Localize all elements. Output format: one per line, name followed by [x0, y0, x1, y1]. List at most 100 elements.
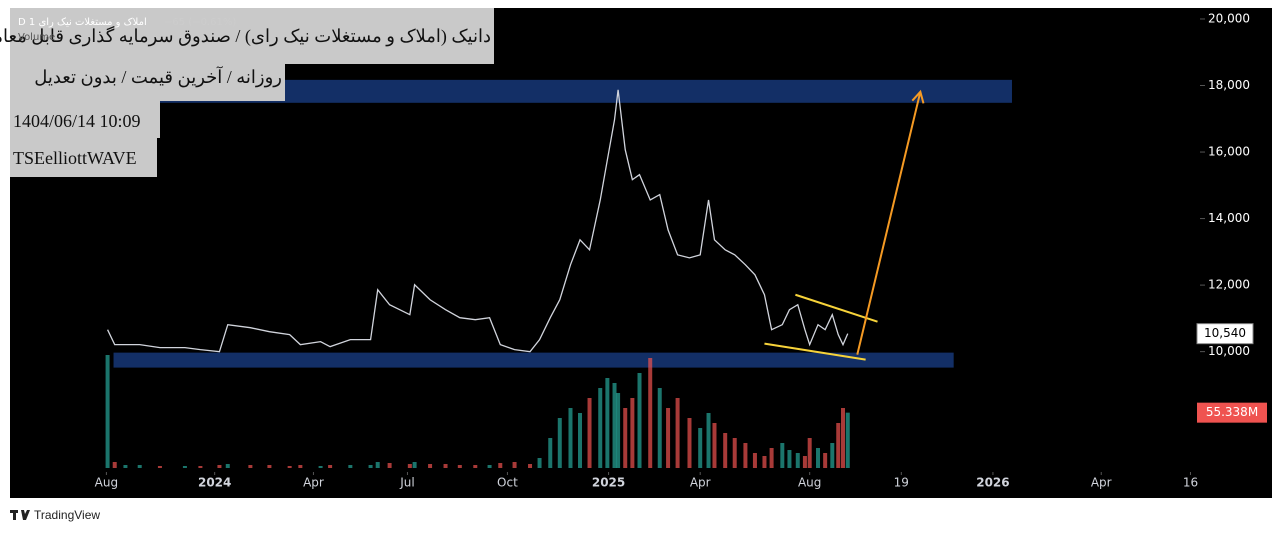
y-tick-label: 14,000	[1208, 211, 1250, 225]
volume-bar	[687, 418, 692, 468]
volume-bar	[498, 463, 503, 468]
arrow-head	[911, 89, 925, 104]
volume-bar	[487, 465, 492, 468]
volume-bar	[348, 465, 353, 468]
volume-bar	[616, 393, 621, 468]
footer: TradingView	[10, 508, 100, 522]
volume-bar	[578, 413, 583, 468]
info-box: TSEelliottWAVE	[10, 138, 157, 177]
volume-bar	[612, 383, 617, 468]
volume-bar	[225, 464, 230, 468]
volume-bar	[780, 443, 785, 468]
volume-bar	[807, 438, 812, 468]
x-tick-label: Apr	[1091, 476, 1112, 490]
logo	[10, 510, 30, 520]
change-label: −65 (−0.61%)	[164, 17, 237, 28]
brand: TradingView	[34, 508, 101, 522]
volume-bar	[587, 398, 592, 468]
volume-bar	[648, 358, 653, 468]
volume-bar	[816, 448, 821, 468]
volume-bar	[732, 438, 737, 468]
trendline	[764, 342, 866, 361]
volume-bar	[407, 464, 412, 468]
x-tick-label: Apr	[690, 476, 711, 490]
x-tick-label: Oct	[497, 476, 518, 490]
last-price-label: 10,540	[1204, 326, 1246, 340]
volume-bar	[375, 462, 380, 468]
volume-bar	[841, 408, 845, 468]
volume-bar	[637, 373, 642, 468]
volume-bar	[568, 408, 573, 468]
volume-bar	[623, 408, 628, 468]
volume-bar	[830, 443, 835, 468]
volume-bar	[287, 466, 292, 468]
info-box: 1404/06/14 10:09	[10, 101, 160, 138]
volume-tag-label: 55.338M	[1206, 405, 1258, 419]
last-price-tag	[1196, 323, 1254, 345]
volume-bar	[248, 465, 253, 468]
volume-bar	[105, 355, 110, 468]
volume-bar	[802, 456, 807, 468]
volume-bar	[157, 466, 162, 468]
x-tick-label: Aug	[95, 476, 118, 490]
volume-bar	[557, 418, 562, 468]
volume-bar	[630, 398, 635, 468]
volume-bar	[428, 464, 433, 468]
volume-bar	[298, 465, 303, 468]
volume-bar	[537, 458, 542, 468]
x-tick-label: Jul	[399, 476, 414, 490]
volume-bar	[328, 465, 333, 468]
volume-bar	[698, 428, 703, 468]
y-tick-label: 18,000	[1208, 78, 1250, 92]
volume-bar	[823, 453, 828, 468]
trendline	[795, 293, 878, 323]
volume-bar	[123, 465, 128, 468]
x-tick-label: 2024	[198, 476, 231, 490]
volume-label: Volume	[18, 32, 56, 43]
volume-bar	[473, 465, 478, 468]
price-line	[106, 89, 849, 353]
volume-bar	[675, 398, 680, 468]
volume-bar	[836, 423, 841, 468]
volume-bar	[217, 465, 222, 468]
x-tick-label: Aug	[798, 476, 821, 490]
volume-bar	[512, 462, 517, 468]
volume-bar	[137, 465, 142, 468]
y-tick-label: 16,000	[1208, 145, 1250, 159]
volume-bar	[412, 462, 417, 468]
volume-bar	[387, 463, 392, 468]
volume-bar	[198, 466, 203, 468]
volume-bar	[457, 465, 462, 468]
volume-bar	[706, 413, 711, 468]
volume-bar	[657, 388, 662, 468]
volume-bar	[318, 466, 323, 468]
symbol-label: املاک و مستغلات نیک رای 1 D	[18, 17, 147, 28]
volume-bar	[267, 465, 272, 468]
volume-bar	[723, 433, 728, 468]
x-tick-label: 16	[1183, 476, 1198, 490]
zone	[113, 352, 954, 368]
volume-bar	[548, 438, 553, 468]
volume-bar	[712, 423, 717, 468]
x-tick-label: 19	[894, 476, 909, 490]
volume-bar	[605, 378, 610, 468]
x-tick-label: 2025	[592, 476, 625, 490]
volume-bar	[598, 388, 603, 468]
volume-bar	[743, 443, 748, 468]
x-tick-label: 2026	[976, 476, 1009, 490]
volume-bar	[182, 466, 187, 468]
arrow	[856, 91, 922, 355]
y-tick-label: 12,000	[1208, 278, 1250, 292]
volume-bar	[762, 456, 767, 468]
volume-bar	[787, 450, 792, 468]
info-box: روزانه / آخرین قیمت / بدون تعدیل	[10, 64, 285, 101]
volume-bar	[368, 465, 373, 468]
volume-bar	[443, 464, 448, 468]
volume-bar	[752, 453, 757, 468]
volume-bar	[845, 412, 850, 468]
volume-bar	[112, 462, 117, 468]
volume-tag	[1197, 402, 1267, 423]
info-box: دانیک (املاک و مستغلات نیک رای) / صندوق …	[0, 8, 494, 64]
volume-bar	[795, 453, 800, 468]
